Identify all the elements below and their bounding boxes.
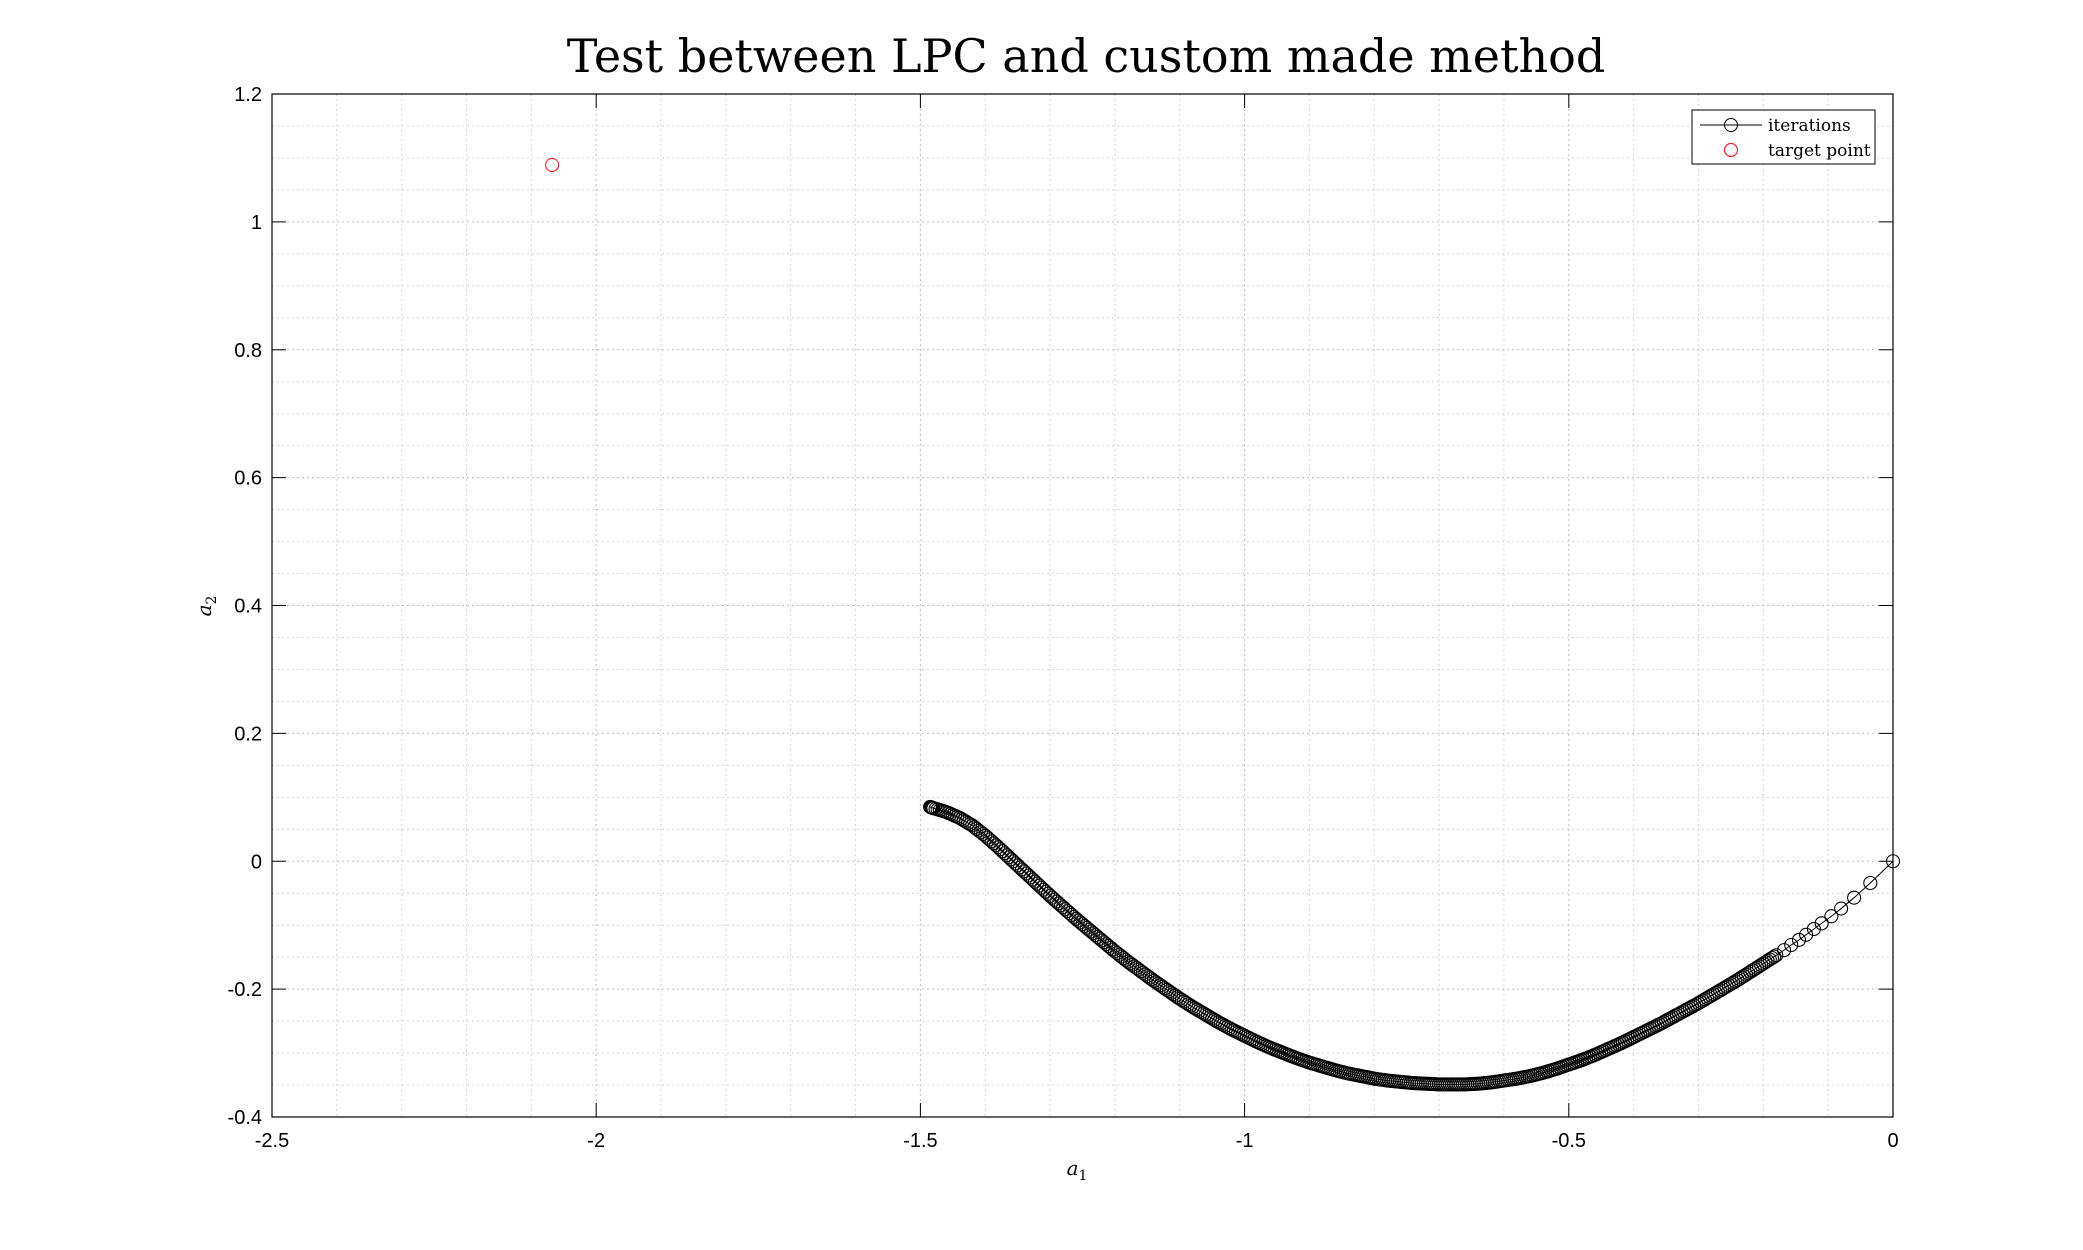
y-tick-label: 0 <box>251 851 262 873</box>
x-tick-label: -2 <box>587 1130 605 1152</box>
data-point <box>1885 854 1901 869</box>
data-point <box>1213 1016 1228 1031</box>
y-tick-label: -0.2 <box>228 979 262 1001</box>
legend-label-iterations: iterations <box>1768 116 1851 136</box>
series-target-point <box>545 157 560 173</box>
legend-label-target-point: target point <box>1768 141 1871 161</box>
data-point <box>1695 993 1710 1008</box>
legend-marker-target-point <box>1723 142 1739 158</box>
data-point <box>1814 916 1829 931</box>
data-point-target <box>545 157 560 173</box>
y-tick-label: 0.6 <box>234 468 262 490</box>
y-tick-label: 1.2 <box>234 84 262 106</box>
legend-box <box>1691 109 1876 165</box>
legend-marker-iterations <box>1724 118 1738 132</box>
x-tick-label: -1 <box>1236 1130 1254 1152</box>
data-point <box>1834 901 1849 916</box>
tick-labels: -2.5 -2 -1.5 -1 -0.5 0 -0.4 -0.2 0 0.2 0.4 0.6 0.8 1 1… <box>228 84 1899 1152</box>
series-line-iterations <box>929 806 1894 1085</box>
data-point <box>923 799 938 814</box>
y-tick-label: 0.4 <box>234 596 262 618</box>
chart-title: Test between LPC and custom made method <box>567 29 1606 83</box>
y-tick-label: 0.2 <box>234 723 262 745</box>
data-point <box>1824 909 1839 924</box>
y-tick-label: 0.8 <box>234 340 262 362</box>
data-point <box>1806 921 1821 937</box>
x-tick-label: 0 <box>1887 1130 1898 1152</box>
grid <box>271 93 1894 1118</box>
y-tick-label: 1 <box>251 212 262 234</box>
data-point <box>1863 875 1878 891</box>
data-point <box>1784 937 1799 953</box>
x-tick-label: -1.5 <box>903 1130 937 1152</box>
plot-area-frame <box>271 93 1894 1118</box>
data-point <box>1847 890 1862 905</box>
x-tick-label: -0.5 <box>1552 1130 1586 1152</box>
series-iterations <box>923 799 1901 1092</box>
data-point <box>1693 994 1708 1009</box>
data-point <box>1791 932 1807 947</box>
x-tick-label: -2.5 <box>255 1130 289 1152</box>
x-axis-label: a1 <box>1067 1156 1088 1184</box>
y-axis-label: a2 <box>192 596 220 617</box>
series-layer <box>545 157 1901 1092</box>
data-point <box>1777 943 1792 958</box>
legend: iterations target point <box>1691 109 1876 165</box>
data-point <box>1799 927 1814 942</box>
y-tick-label: -0.4 <box>228 1107 262 1129</box>
